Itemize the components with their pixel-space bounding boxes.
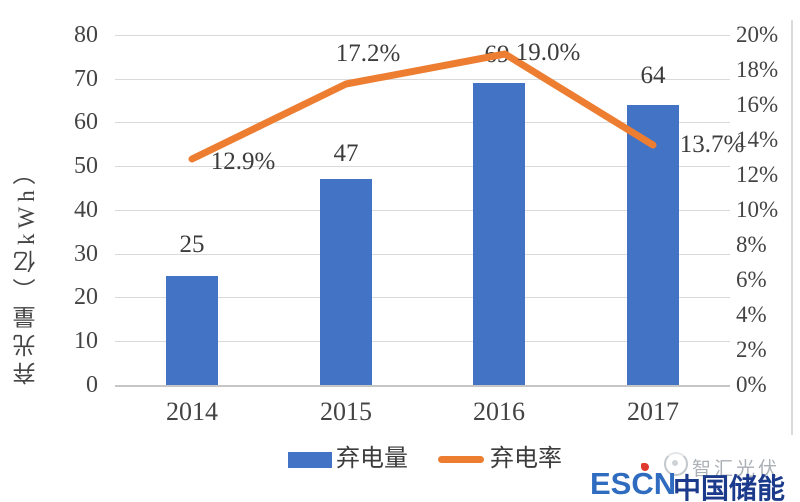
left-tick-30: 30 <box>74 241 98 267</box>
zhihui-pv-watermark: 智汇光伏 <box>692 459 781 480</box>
x-axis-line <box>115 385 730 387</box>
gridline-20 <box>115 297 730 298</box>
right-tick-6pct: 6% <box>736 267 767 292</box>
gridline-30 <box>115 254 730 255</box>
escn-site-name: 中国储能网 <box>673 473 786 502</box>
bar-2015 <box>320 179 372 385</box>
x-label-2016: 2016 <box>473 397 525 426</box>
left-tick-40: 40 <box>74 197 98 223</box>
right-tick-16pct: 16% <box>736 92 779 117</box>
left-tick-70: 70 <box>74 66 98 92</box>
right-tick-4pct: 4% <box>736 302 767 327</box>
right-tick-0pct: 0% <box>736 372 767 397</box>
bar-value-2014: 25 <box>179 231 205 258</box>
bar-value-2015: 47 <box>333 140 359 167</box>
x-label-2015: 2015 <box>320 397 372 426</box>
gridline-50 <box>115 166 730 167</box>
rate-value-2014: 12.9% <box>210 148 276 175</box>
x-label-2017: 2017 <box>627 397 679 426</box>
right-tick-8pct: 8% <box>736 232 767 257</box>
left-tick-80: 80 <box>74 22 98 48</box>
rate-value-2017: 13.7% <box>679 131 745 158</box>
left-tick-50: 50 <box>74 153 98 179</box>
right-tick-2pct: 2% <box>736 337 767 362</box>
bar-2014 <box>166 276 218 385</box>
rate-value-2016: 19.0% <box>515 39 581 66</box>
right-tick-20pct: 20% <box>736 22 779 47</box>
left-axis-title: 弃光量（亿kWh） <box>14 157 39 385</box>
rate-value-2015: 17.2% <box>335 40 401 67</box>
right-tick-12pct: 12% <box>736 162 779 187</box>
bar-2016 <box>473 83 525 385</box>
left-tick-0: 0 <box>86 372 98 398</box>
left-tick-20: 20 <box>74 284 98 310</box>
escn-logo-red-accent-icon <box>641 463 649 471</box>
right-tick-14pct: 14% <box>736 127 779 152</box>
left-tick-60: 60 <box>74 109 98 135</box>
bar-value-2017: 64 <box>640 62 666 89</box>
gridline-40 <box>115 210 730 211</box>
legend-bar-swatch <box>288 452 332 468</box>
right-border-line <box>791 20 793 435</box>
gridline-80 <box>115 35 730 36</box>
left-tick-10: 10 <box>74 328 98 354</box>
gridline-10 <box>115 341 730 342</box>
right-tick-10pct: 10% <box>736 197 779 222</box>
legend-line-swatch <box>438 456 484 463</box>
right-tick-18pct: 18% <box>736 57 779 82</box>
escn-logo-text: ESCN <box>590 466 677 501</box>
legend-bar-label: 弃电量 <box>336 446 408 472</box>
legend-line-label: 弃电率 <box>490 446 562 472</box>
x-label-2014: 2014 <box>166 397 218 426</box>
zhihui-pv-logo-icon <box>664 452 688 476</box>
